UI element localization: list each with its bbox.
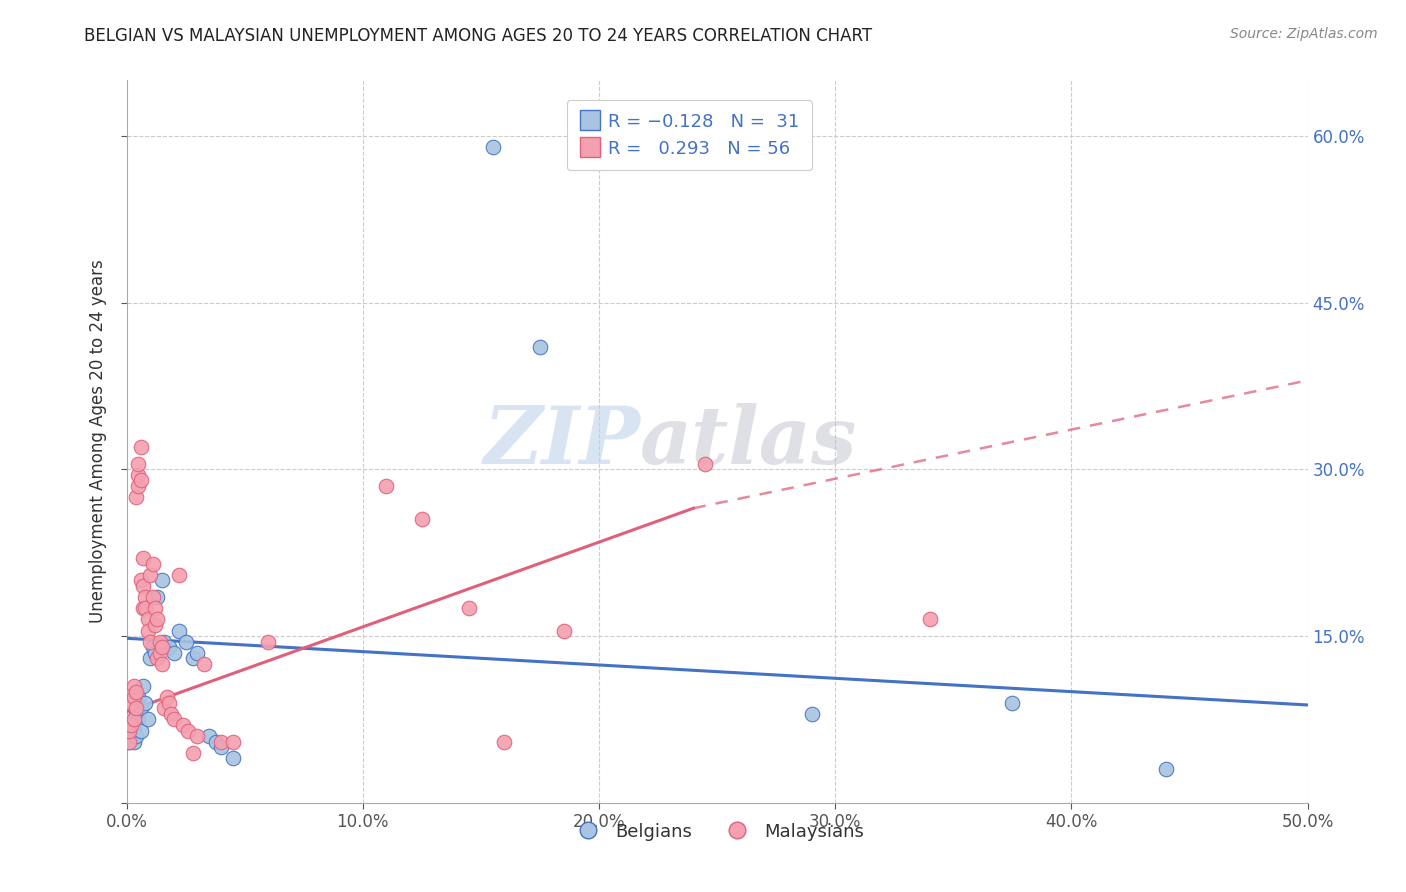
Point [127,479,149,493]
Text: Source: ZipAtlas.com: Source: ZipAtlas.com [1230,27,1378,41]
Point [918,612,941,626]
Point [181,651,204,665]
Point [127,690,149,705]
Point [120,696,142,710]
Point [163,646,186,660]
Point [695,457,717,471]
Point [125,684,148,698]
Point [800,706,823,721]
Point [141,557,163,571]
Point [157,640,180,655]
Point [125,729,148,743]
Point [193,657,215,671]
Y-axis label: Unemployment Among Ages 20 to 24 years: Unemployment Among Ages 20 to 24 years [89,260,107,624]
Point [120,718,142,732]
Point [146,612,169,626]
Point [167,624,190,638]
Point [222,734,245,748]
Point [132,679,155,693]
Point [150,657,173,671]
Point [129,474,152,488]
Point [222,751,245,765]
Point [122,713,145,727]
Point [186,729,208,743]
Point [139,634,162,648]
Point [181,746,204,760]
Point [198,729,221,743]
Point [129,701,152,715]
Point [174,634,197,648]
Point [375,479,398,493]
Point [186,646,208,660]
Point [1154,763,1177,777]
Point [134,590,156,604]
Legend: Belgians, Malaysians: Belgians, Malaysians [562,815,872,848]
Point [127,713,149,727]
Point [209,740,232,755]
Point [553,624,575,638]
Text: atlas: atlas [640,403,858,480]
Point [411,512,433,526]
Point [134,601,156,615]
Point [132,601,155,615]
Point [136,612,159,626]
Point [139,568,162,582]
Point [494,734,516,748]
Point [118,734,141,748]
Point [122,690,145,705]
Point [150,640,173,655]
Point [122,679,145,693]
Point [149,634,172,648]
Point [177,723,200,738]
Point [143,646,166,660]
Point [118,734,141,748]
Point [129,723,152,738]
Point [163,713,186,727]
Point [1001,696,1024,710]
Point [143,618,166,632]
Point [127,467,149,482]
Point [141,590,163,604]
Point [205,734,228,748]
Point [136,624,159,638]
Point [127,457,149,471]
Point [153,634,176,648]
Point [122,734,145,748]
Point [458,601,481,615]
Point [209,734,232,748]
Point [149,646,172,660]
Point [481,140,503,154]
Point [167,568,190,582]
Point [125,490,148,504]
Point [146,590,169,604]
Point [529,340,551,354]
Point [143,601,166,615]
Point [157,696,180,710]
Point [125,701,148,715]
Point [141,640,163,655]
Point [129,574,152,588]
Point [132,551,155,566]
Point [118,723,141,738]
Point [120,718,142,732]
Point [257,634,280,648]
Point [122,723,145,738]
Point [136,713,159,727]
Point [150,574,173,588]
Text: BELGIAN VS MALAYSIAN UNEMPLOYMENT AMONG AGES 20 TO 24 YEARS CORRELATION CHART: BELGIAN VS MALAYSIAN UNEMPLOYMENT AMONG … [84,27,873,45]
Text: ZIP: ZIP [484,403,640,480]
Point [139,651,162,665]
Point [132,579,155,593]
Point [172,718,194,732]
Point [156,690,179,705]
Point [125,706,148,721]
Point [160,706,183,721]
Point [129,440,152,454]
Point [146,651,169,665]
Point [134,696,156,710]
Point [153,701,176,715]
